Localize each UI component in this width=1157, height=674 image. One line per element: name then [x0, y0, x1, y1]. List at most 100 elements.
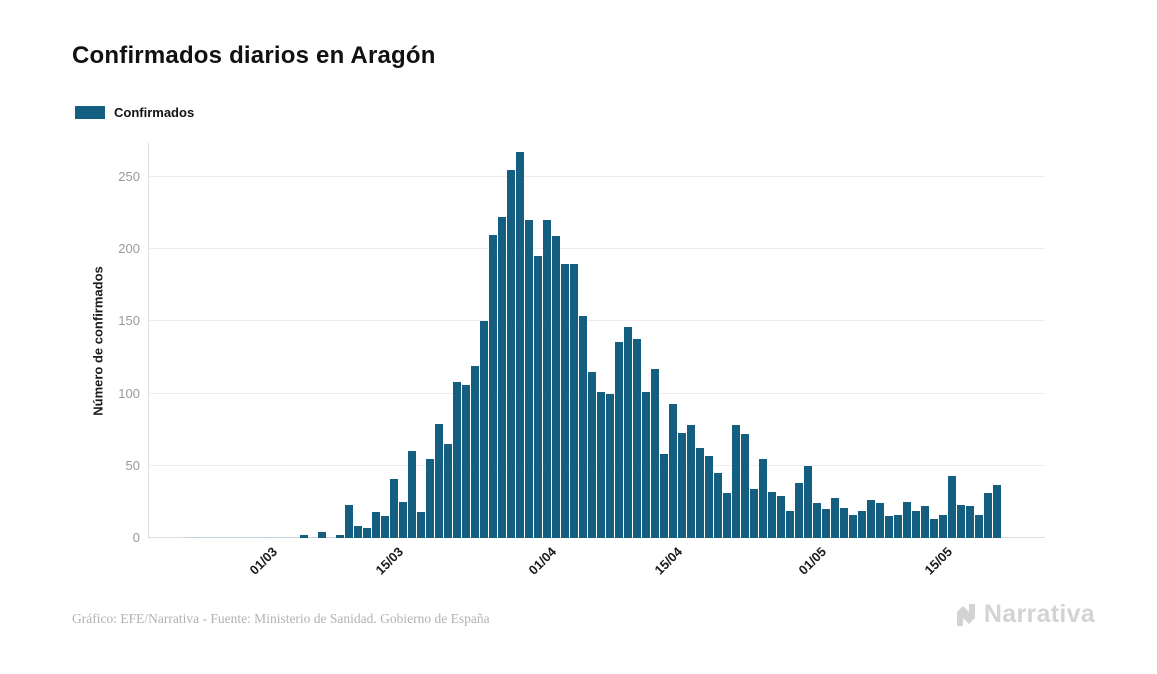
plot-area: 0 50 100 150 200 250 01/03 15/03 01/04 15/04 01/05… — [118, 143, 1045, 578]
bar-10/05 — [894, 514, 902, 538]
legend: Confirmados — [75, 105, 194, 120]
bar-12/03 — [363, 527, 371, 538]
y-axis-line — [148, 143, 149, 538]
footer-credit: Gráfico: EFE/Narrativa - Fuente: Ministe… — [72, 611, 490, 626]
bar-27/02 — [237, 536, 245, 538]
bar-28/03 — [507, 169, 515, 538]
gridline-y-50 — [148, 464, 1045, 466]
bar-22/03 — [453, 382, 461, 538]
bar-02/04 — [552, 236, 560, 538]
bar-06/05 — [858, 510, 866, 538]
bar-16/03 — [399, 501, 407, 538]
bar-05/05 — [849, 514, 857, 538]
bar-05/04 — [579, 315, 587, 538]
bar-04/03 — [291, 536, 299, 538]
bar-27/03 — [498, 217, 506, 538]
chart-title: Confirmados diarios en Aragón — [72, 42, 436, 69]
bar-27/04 — [777, 496, 785, 538]
bar-13/04 — [651, 369, 659, 538]
legend-label: Confirmados — [114, 105, 195, 120]
bar-03/03 — [282, 536, 290, 538]
bar-15/05 — [939, 514, 947, 538]
bar-10/03 — [345, 504, 353, 538]
gridline-y-200 — [148, 248, 1045, 250]
bar-15/03 — [390, 478, 398, 538]
bar-13/05 — [921, 506, 929, 538]
bar-17/05 — [957, 504, 965, 538]
bar-08/04 — [606, 393, 614, 538]
bar-04/04 — [570, 263, 578, 538]
bar-30/04 — [804, 465, 812, 538]
bar-25/03 — [480, 321, 488, 538]
bar-23/04 — [741, 434, 749, 538]
bar-11/04 — [633, 338, 641, 538]
bar-12/04 — [642, 392, 650, 538]
bar-09/05 — [885, 516, 893, 538]
x-tick-label: 01/03 — [246, 544, 281, 578]
y-tick-label-250: 250 — [118, 168, 140, 184]
bar-02/05 — [822, 509, 830, 538]
bar-05/03 — [300, 535, 308, 538]
bar-21/05 — [993, 484, 1001, 538]
bar-01/04 — [543, 220, 551, 538]
bar-06/03 — [309, 536, 317, 538]
brand-name: Narrativa — [983, 600, 1095, 628]
bar-16/05 — [948, 475, 956, 538]
y-tick-label-50: 50 — [125, 457, 140, 473]
bar-28/02 — [246, 536, 254, 538]
bar-19/05 — [975, 514, 983, 538]
x-tick-label: 01/05 — [795, 544, 830, 578]
bar-15/04 — [669, 403, 677, 538]
bar-08/03 — [327, 536, 335, 538]
bar-04/05 — [840, 507, 848, 538]
bar-07/03 — [318, 532, 326, 538]
bar-26/03 — [489, 234, 497, 538]
bar-23/02 — [201, 536, 209, 538]
legend-swatch — [75, 106, 105, 119]
bar-29/02 — [255, 536, 263, 538]
bar-11/03 — [354, 526, 362, 538]
bar-09/04 — [615, 341, 623, 538]
bar-26/02 — [228, 536, 236, 538]
x-tick-label: 15/04 — [651, 544, 686, 578]
bar-25/04 — [759, 458, 767, 538]
gridline-y-250 — [148, 175, 1045, 177]
bar-21/03 — [444, 444, 452, 538]
bar-28/04 — [786, 510, 794, 538]
bar-19/04 — [705, 455, 713, 538]
bar-20/05 — [984, 493, 992, 538]
bar-03/04 — [561, 263, 569, 538]
bar-17/04 — [687, 425, 695, 538]
bar-24/03 — [471, 366, 479, 538]
bar-18/03 — [417, 512, 425, 538]
bar-21/02 — [183, 536, 191, 538]
bar-10/04 — [624, 327, 632, 538]
bar-18/04 — [696, 448, 704, 538]
bar-07/04 — [597, 392, 605, 538]
x-tick-label: 15/03 — [372, 544, 407, 578]
bar-24/04 — [750, 488, 758, 538]
bar-29/03 — [516, 152, 524, 538]
bar-14/04 — [660, 454, 668, 538]
bar-13/03 — [372, 512, 380, 538]
gridline-y-150 — [148, 320, 1045, 322]
bar-26/04 — [768, 491, 776, 538]
bar-14/03 — [381, 516, 389, 538]
bar-29/04 — [795, 483, 803, 538]
bar-11/05 — [903, 501, 911, 538]
bar-01/03 — [264, 536, 272, 538]
bar-20/04 — [714, 473, 722, 538]
gridline-y-0 — [148, 537, 1045, 538]
bar-07/05 — [867, 500, 875, 538]
bar-24/02 — [210, 536, 218, 538]
x-tick-label: 01/04 — [525, 544, 560, 578]
x-tick-label: 15/05 — [921, 544, 956, 578]
bar-16/04 — [678, 432, 686, 538]
y-tick-label-0: 0 — [132, 530, 140, 545]
bar-31/03 — [534, 256, 542, 538]
bar-20/03 — [435, 423, 443, 538]
bar-18/05 — [966, 506, 974, 538]
brand-logo: Narrativa — [954, 600, 1095, 629]
bar-12/05 — [912, 510, 920, 538]
